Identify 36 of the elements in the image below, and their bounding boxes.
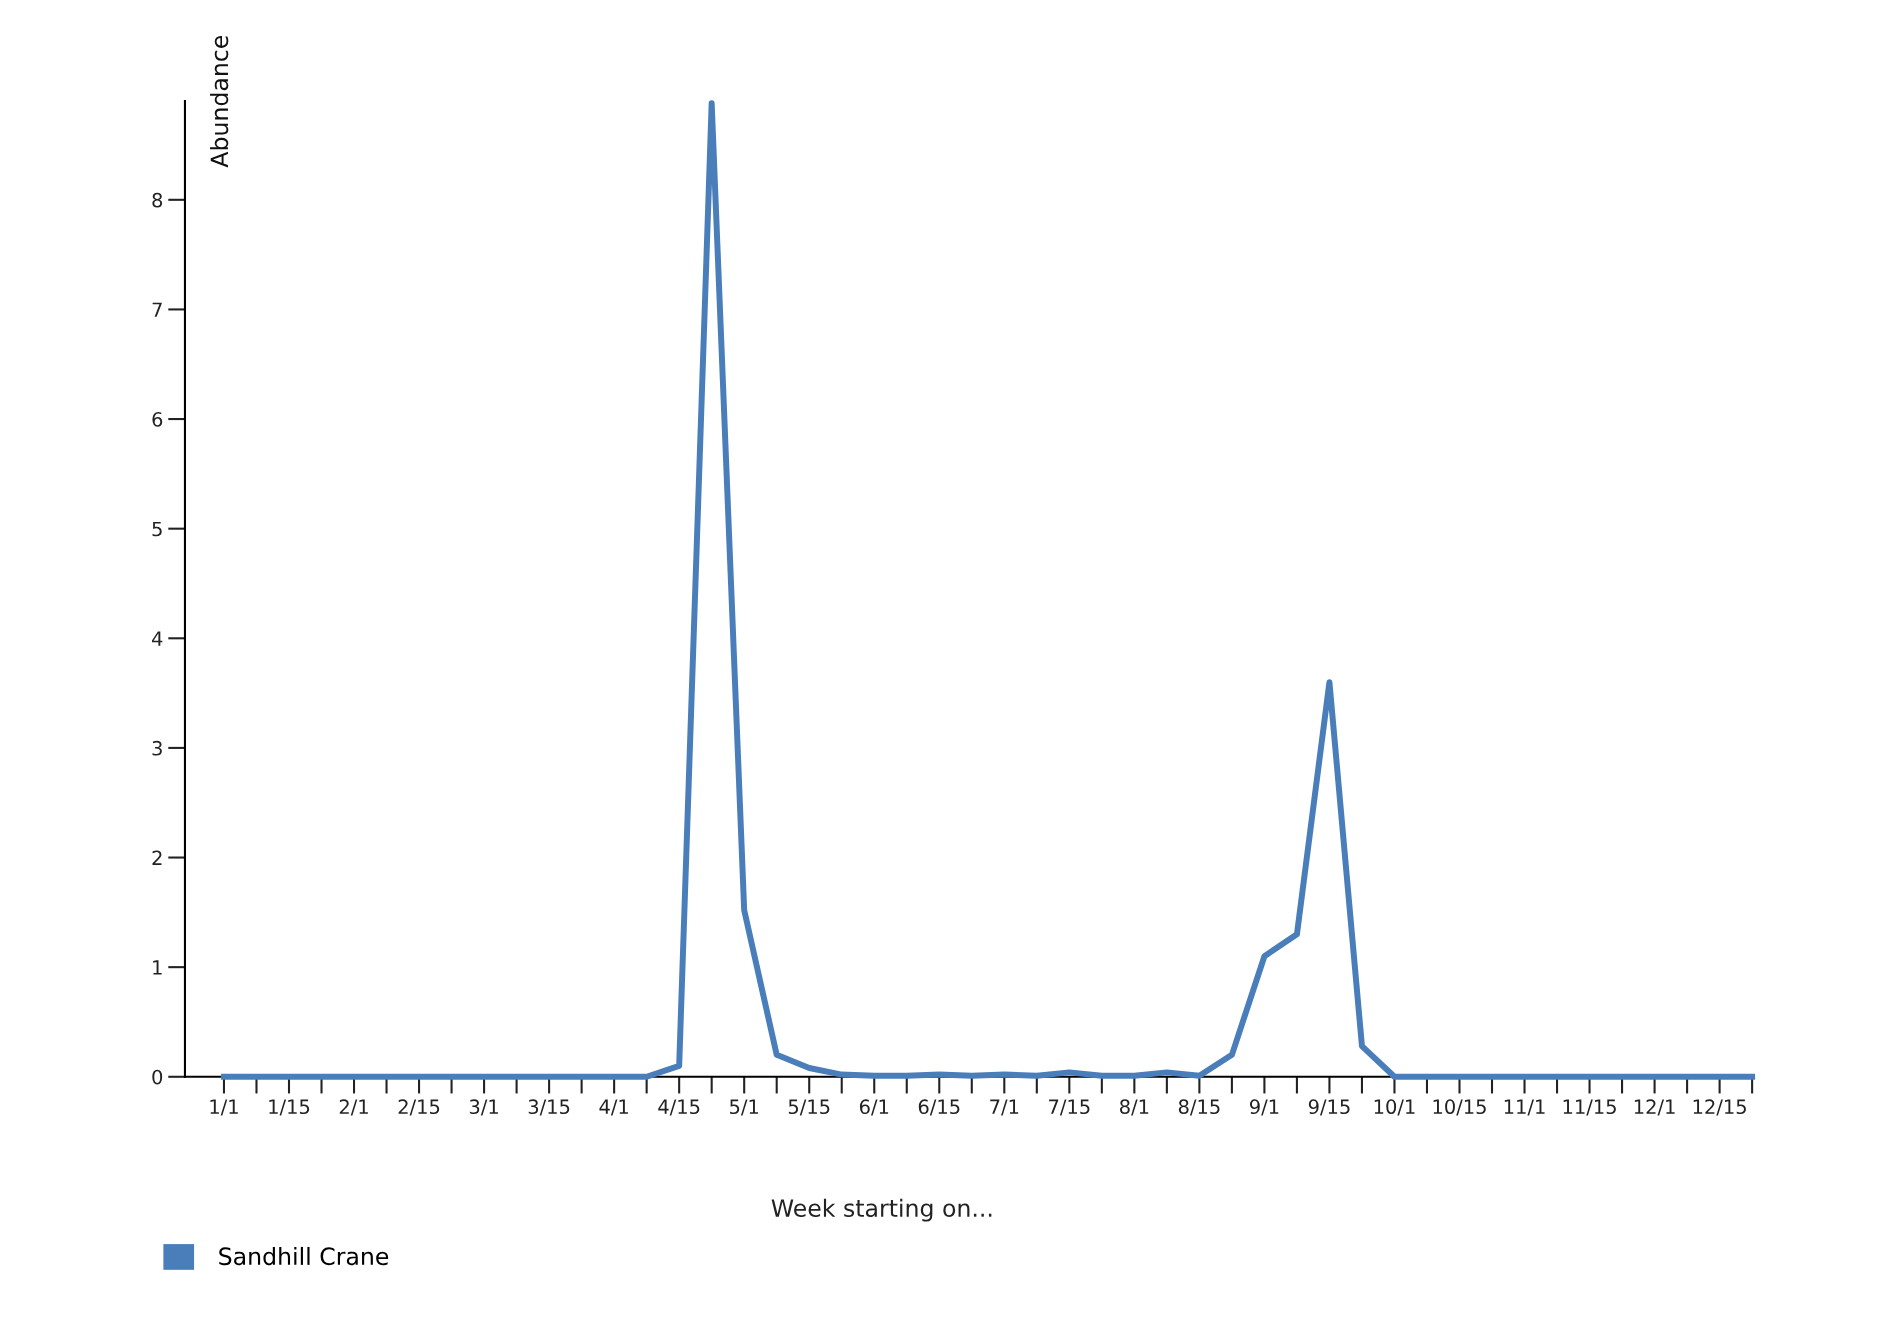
y-tick-label: 0 [152,1069,163,1085]
y-tick-label: 5 [152,521,162,537]
y-tick-label: 4 [152,631,163,646]
x-tick-label: 9/1 [1249,1099,1279,1116]
legend-label: Sandhill Crane [219,1246,389,1266]
x-tick-label: 7/1 [990,1099,1019,1116]
x-tick-label: 2/1 [339,1099,368,1116]
x-tick-label: 6/15 [918,1099,960,1116]
x-tick-label: 5/15 [788,1099,830,1116]
x-tick-label: 4/1 [599,1099,628,1116]
x-tick-label: 12/1 [1634,1099,1675,1116]
x-tick-label: 8/15 [1178,1099,1220,1116]
y-tick-label: 8 [152,192,163,208]
y-axis-title: Abundance [210,35,229,168]
y-tick-label: 6 [152,412,163,427]
x-tick-label: 1/1 [210,1099,238,1116]
x-tick-label: 3/1 [469,1099,498,1116]
y-tick-label: 3 [152,740,162,756]
x-tick-label: 8/1 [1120,1099,1149,1116]
x-tick-label: 2/15 [398,1099,440,1116]
x-tick-label: 12/15 [1693,1099,1746,1116]
x-tick-label: 5/1 [730,1099,759,1116]
x-tick-label: 10/1 [1374,1099,1415,1116]
y-tick-label: 2 [152,850,162,865]
x-tick-label: 11/1 [1504,1099,1545,1116]
x-tick-label: 11/15 [1563,1099,1616,1116]
x-axis-title: Week starting on... [771,1198,992,1222]
x-tick-label: 3/15 [528,1099,570,1116]
x-tick-label: 10/15 [1433,1099,1486,1116]
x-tick-label: 9/15 [1308,1099,1350,1116]
x-tick-label: 7/15 [1049,1099,1090,1116]
x-tick-label: 4/15 [658,1099,700,1116]
x-tick-label: 1/15 [269,1099,310,1116]
y-tick-label: 1 [153,960,162,975]
x-tick-label: 6/1 [859,1099,889,1116]
y-tick-label: 7 [152,302,162,317]
